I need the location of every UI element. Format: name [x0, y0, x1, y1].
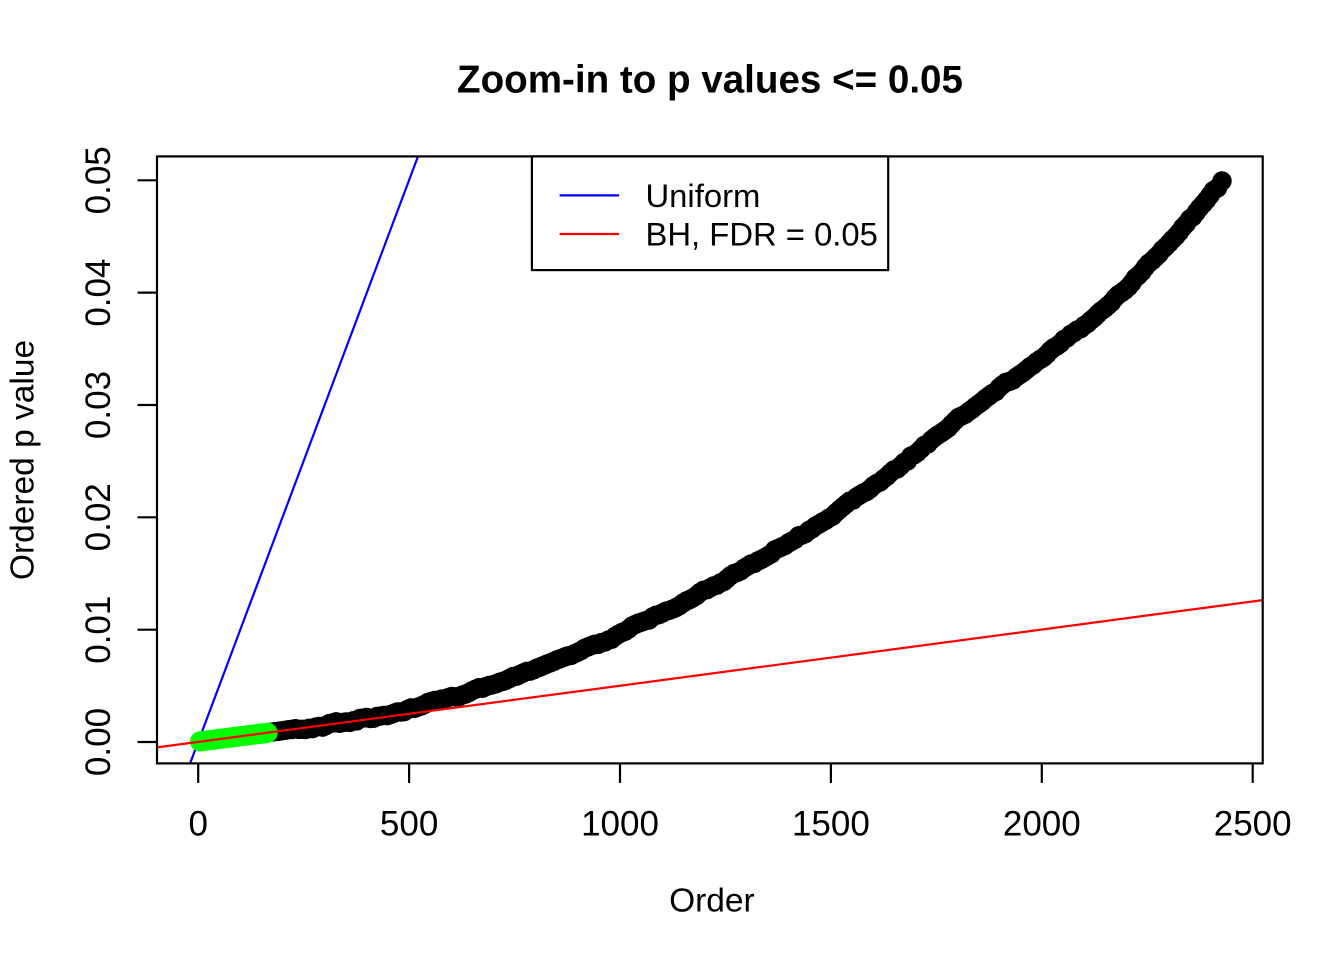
svg-text:Ordered p value: Ordered p value — [5, 340, 42, 580]
svg-text:2500: 2500 — [1214, 805, 1292, 844]
svg-text:0.01: 0.01 — [79, 596, 118, 664]
svg-text:2000: 2000 — [1003, 805, 1081, 844]
svg-text:500: 500 — [380, 805, 438, 844]
svg-text:1500: 1500 — [792, 805, 870, 844]
svg-text:Uniform: Uniform — [646, 177, 761, 214]
svg-text:0.03: 0.03 — [79, 371, 118, 439]
svg-text:0.05: 0.05 — [79, 146, 118, 214]
svg-text:0.00: 0.00 — [79, 708, 118, 776]
svg-text:BH, FDR = 0.05: BH, FDR = 0.05 — [646, 216, 878, 253]
svg-text:Order: Order — [669, 882, 755, 919]
svg-text:0: 0 — [188, 805, 207, 844]
svg-text:0.02: 0.02 — [79, 483, 118, 551]
svg-text:1000: 1000 — [581, 805, 659, 844]
svg-text:0.04: 0.04 — [79, 259, 118, 327]
svg-text:Zoom-in to p values <= 0.05: Zoom-in to p values <= 0.05 — [457, 59, 963, 102]
